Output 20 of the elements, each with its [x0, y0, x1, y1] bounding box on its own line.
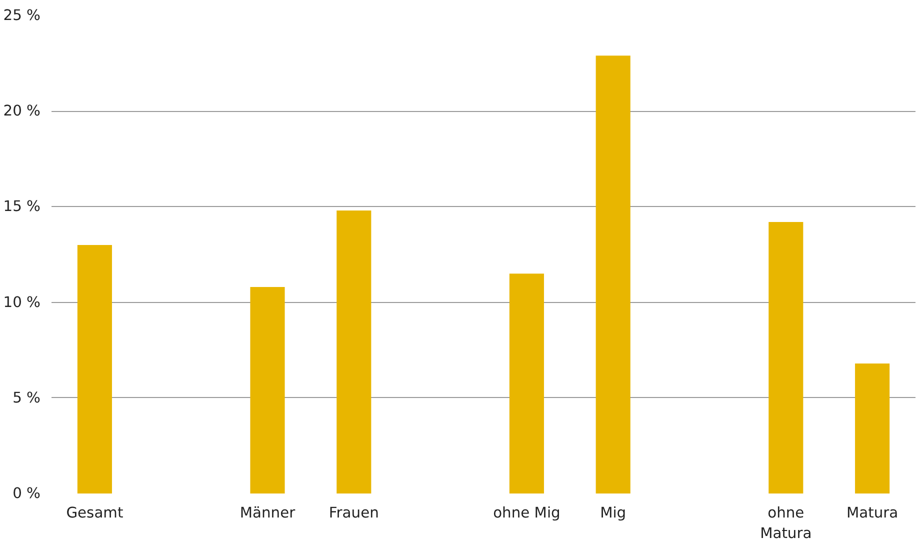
bar — [250, 287, 285, 494]
x-tick-label: Matura — [846, 504, 898, 522]
y-tick-label: 15 % — [3, 198, 41, 216]
bar — [768, 222, 804, 494]
y-tick-label: 5 % — [12, 389, 41, 406]
bar — [336, 210, 372, 494]
x-tick-label: Gesamt — [66, 504, 124, 522]
y-tick-label: 0 % — [12, 485, 41, 502]
x-tick-label: Frauen — [328, 504, 379, 522]
y-tick-label: 25 % — [3, 7, 41, 24]
x-tick-label: Mig — [600, 504, 626, 522]
bar — [77, 244, 112, 494]
y-tick-label: 10 % — [3, 294, 41, 311]
bar — [855, 363, 890, 494]
x-tick-label: Männer — [240, 504, 296, 522]
x-tick-label: ohne Matura — [760, 504, 812, 542]
bar — [509, 274, 544, 494]
y-tick-label: 20 % — [3, 102, 41, 120]
x-tick-label: ohne Mig — [493, 504, 560, 522]
bar — [596, 56, 630, 494]
